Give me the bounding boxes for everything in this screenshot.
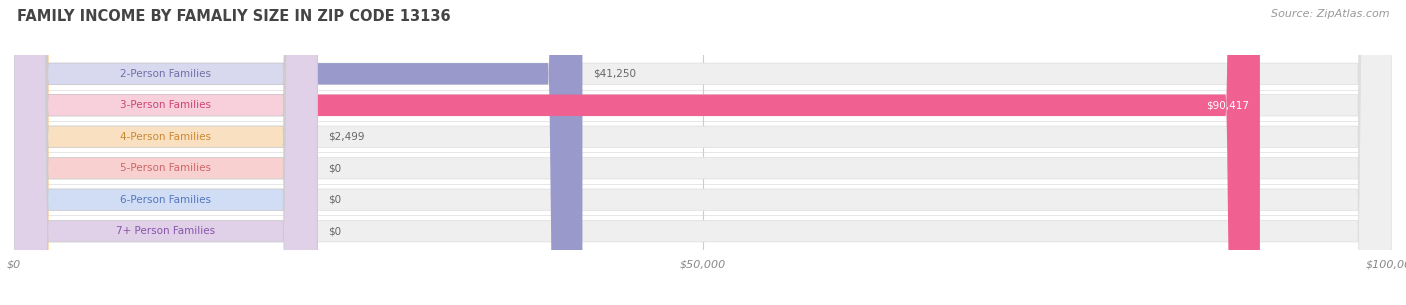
FancyBboxPatch shape [14, 0, 318, 305]
Text: 6-Person Families: 6-Person Families [120, 195, 211, 205]
Text: 5-Person Families: 5-Person Families [120, 163, 211, 173]
FancyBboxPatch shape [14, 0, 48, 305]
Text: $0: $0 [328, 195, 342, 205]
Text: 2-Person Families: 2-Person Families [120, 69, 211, 79]
FancyBboxPatch shape [14, 0, 1392, 305]
Text: 4-Person Families: 4-Person Families [120, 132, 211, 142]
Text: $2,499: $2,499 [328, 132, 364, 142]
FancyBboxPatch shape [14, 0, 1392, 305]
FancyBboxPatch shape [14, 0, 1260, 305]
FancyBboxPatch shape [14, 0, 1392, 305]
FancyBboxPatch shape [14, 0, 1392, 305]
FancyBboxPatch shape [14, 0, 318, 305]
FancyBboxPatch shape [14, 0, 318, 305]
FancyBboxPatch shape [14, 0, 318, 305]
Text: 7+ Person Families: 7+ Person Families [117, 226, 215, 236]
FancyBboxPatch shape [14, 0, 1392, 305]
FancyBboxPatch shape [14, 0, 318, 305]
FancyBboxPatch shape [14, 0, 1392, 305]
Text: Source: ZipAtlas.com: Source: ZipAtlas.com [1271, 9, 1389, 19]
Text: FAMILY INCOME BY FAMALIY SIZE IN ZIP CODE 13136: FAMILY INCOME BY FAMALIY SIZE IN ZIP COD… [17, 9, 450, 24]
Text: $0: $0 [328, 163, 342, 173]
Text: 3-Person Families: 3-Person Families [120, 100, 211, 110]
Text: $0: $0 [328, 226, 342, 236]
Text: $90,417: $90,417 [1206, 100, 1249, 110]
Text: $41,250: $41,250 [593, 69, 637, 79]
FancyBboxPatch shape [14, 0, 318, 305]
FancyBboxPatch shape [14, 0, 582, 305]
